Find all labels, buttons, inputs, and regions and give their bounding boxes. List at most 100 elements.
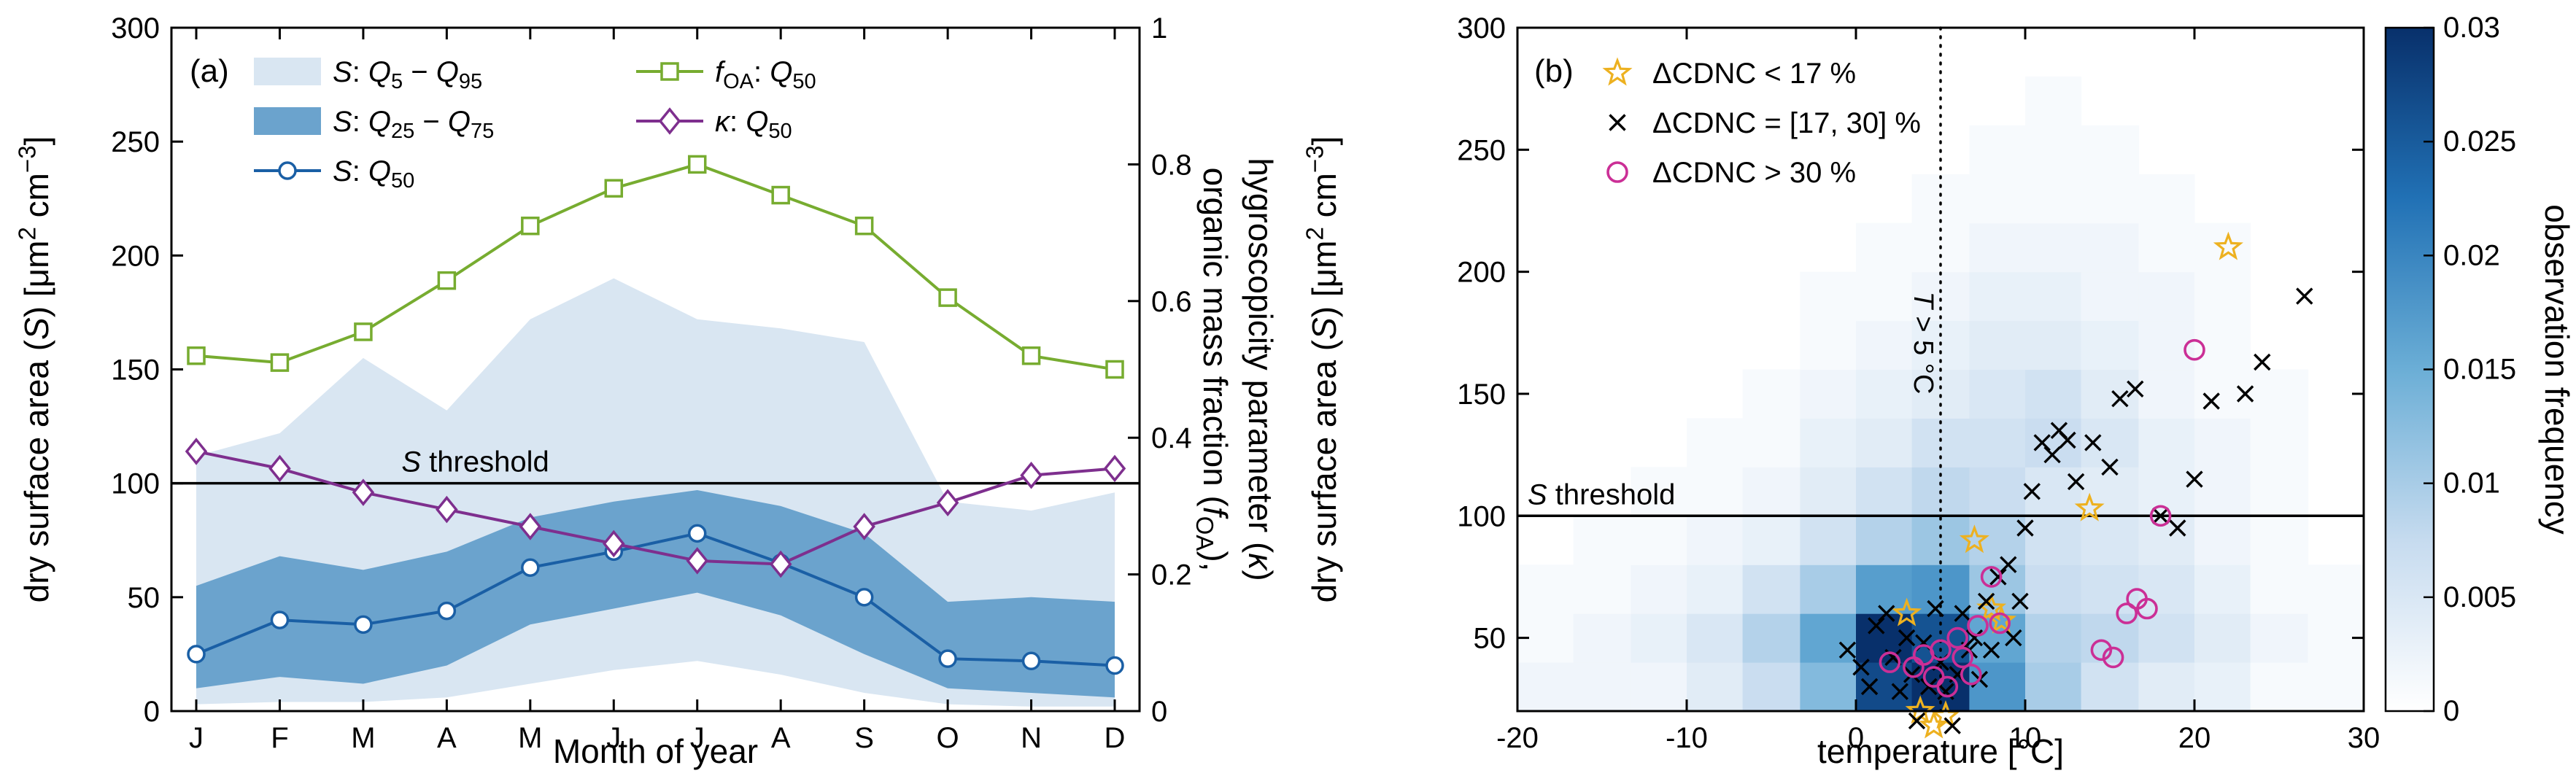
kappa-median-marker (1020, 461, 1043, 489)
foa-median-marker (771, 185, 790, 205)
foa-median-marker (1021, 346, 1041, 365)
star-marker (1892, 597, 1922, 626)
circle-marker (1960, 663, 1982, 686)
tick-label: J (690, 722, 705, 754)
tick-label: 30 (2348, 722, 2380, 754)
heat-cell (1856, 222, 1913, 273)
x-marker (2151, 507, 2170, 525)
x-marker (2059, 431, 2076, 449)
x-marker (1860, 678, 1879, 696)
tick-label: A (771, 722, 791, 754)
x-marker (2186, 470, 2203, 488)
heat-cell (2250, 467, 2309, 516)
x-marker (2005, 629, 2022, 647)
heat-cell (2250, 613, 2309, 663)
heat-cell (1742, 564, 1801, 614)
x-marker (1891, 683, 1909, 700)
x-marker (1868, 617, 1885, 635)
kappa-median-marker (268, 454, 291, 483)
heat-cell (1969, 222, 2026, 273)
heat-cell (2250, 418, 2309, 467)
heat-cell (2025, 76, 2082, 126)
tick-label: 0.6 (1151, 286, 1192, 318)
legend-label: ΔCDNC < 17 % (1652, 58, 1856, 90)
foa-median-marker (437, 271, 457, 290)
x-marker (2043, 446, 2061, 464)
x-marker (1982, 641, 2000, 659)
heat-cell (2194, 467, 2251, 516)
heat-cell (1742, 369, 1801, 419)
s-median-marker (854, 588, 874, 607)
heat-cell (2025, 271, 2082, 322)
heat-cell (1631, 564, 1687, 614)
axes-box (1516, 26, 2365, 713)
heat-cell (2138, 271, 2195, 322)
x-marker (2011, 592, 2029, 610)
heat-cell (2250, 564, 2309, 614)
tick-label: N (1021, 722, 1042, 754)
kappa-median-marker (853, 513, 875, 540)
tick-label: 0 (144, 696, 160, 728)
x-marker (1977, 592, 1995, 610)
x-marker (1878, 605, 1895, 622)
heat-cell (2308, 564, 2364, 614)
heat-cell (2250, 662, 2309, 712)
heat-cell (1517, 662, 1574, 712)
heat-cell (2308, 662, 2364, 712)
colorbar-tick-label: 0.025 (2443, 125, 2516, 158)
kappa-median-marker (1103, 454, 1126, 483)
heat-cell (2025, 467, 2082, 516)
foa-median-marker (854, 216, 874, 236)
heat-cell (2194, 564, 2251, 614)
x-marker (2236, 385, 2254, 403)
heat-cell (1742, 418, 1801, 467)
tick-label: 250 (111, 126, 160, 158)
s-median-marker (354, 615, 373, 635)
heat-cell (2025, 320, 2082, 370)
circle-marker (1967, 615, 1989, 637)
foa-median-marker (270, 353, 290, 372)
x-marker (2111, 389, 2129, 408)
legend-marker-x (1609, 114, 1626, 131)
heat-cell (2025, 516, 2082, 565)
heat-cell (1631, 516, 1687, 565)
colorbar-tick-label: 0.015 (2443, 354, 2516, 386)
heat-cell (1800, 516, 1857, 565)
foa-median-marker (604, 179, 624, 198)
tick-label: F (271, 722, 288, 754)
heat-cell (2025, 174, 2082, 224)
tick-label: J (606, 722, 621, 754)
heat-cell (1800, 271, 1857, 322)
circle-marker (2102, 646, 2124, 669)
circle-marker (1946, 626, 1969, 649)
heat-cell (1911, 174, 1970, 224)
tick-label: 250 (1457, 134, 1506, 166)
circle-marker (1980, 566, 2003, 588)
heat-cell (2138, 662, 2195, 712)
circle-marker (2116, 602, 2138, 624)
legend-label: fOA: Q50 (715, 56, 816, 93)
heat-cell (1573, 516, 1632, 565)
heat-cell (1911, 271, 1970, 322)
tick-label: S (854, 722, 874, 754)
panel-b-xlabel: temperature [°C] (1817, 732, 2064, 770)
tick-label: 0.2 (1151, 559, 1192, 591)
x-marker (2254, 353, 2271, 371)
circle-marker (1989, 612, 2011, 635)
heat-cell (2194, 516, 2251, 565)
heat-cell (1969, 369, 2026, 419)
s-median-marker (1105, 656, 1124, 675)
kappa-median-marker (185, 438, 208, 465)
heat-cell (1573, 613, 1632, 663)
heat-cell (1687, 516, 1744, 565)
heat-cell (1969, 125, 2026, 175)
heat-cell (2194, 418, 2251, 467)
x-marker (1903, 666, 1921, 683)
heat-cell (1969, 516, 2026, 565)
tick-label: 100 (1457, 500, 1506, 532)
panel-a-legend: S: Q5 − Q95 S: Q25 − Q75 S: Q50 fOA: Q50 κ: … (254, 56, 816, 193)
legend-label: S: Q5 − Q95 (333, 56, 482, 93)
x-marker (2169, 519, 2186, 537)
kappa-median-marker (519, 513, 542, 540)
